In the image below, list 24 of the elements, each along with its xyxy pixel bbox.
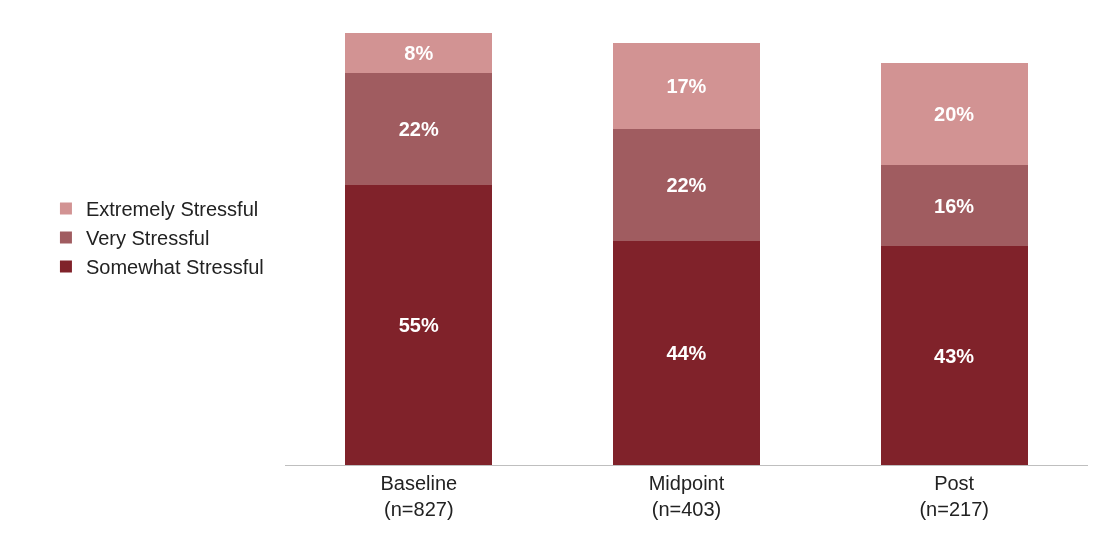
data-label: 16% bbox=[934, 194, 975, 217]
x-tick-label: Baseline (n=827) bbox=[380, 472, 458, 520]
data-label: 44% bbox=[666, 342, 707, 365]
legend-label: Extremely Stressful bbox=[85, 198, 259, 221]
x-tick-label: Midpoint (n=403) bbox=[648, 472, 725, 520]
data-label: 20% bbox=[934, 103, 975, 126]
data-label: 17% bbox=[666, 75, 707, 98]
x-tick-label: Post (n=217) bbox=[919, 472, 989, 520]
bar bbox=[880, 164, 1028, 247]
bar bbox=[345, 73, 493, 186]
bar bbox=[612, 241, 761, 465]
bar bbox=[880, 246, 1028, 465]
legend-label: Somewhat Stressful bbox=[85, 256, 264, 279]
bar bbox=[345, 32, 493, 74]
data-label: 43% bbox=[934, 344, 975, 367]
legend-label: Very Stressful bbox=[85, 227, 210, 250]
data-label: 22% bbox=[398, 118, 439, 141]
bar bbox=[612, 42, 761, 130]
data-label: 22% bbox=[666, 174, 707, 197]
bar bbox=[345, 185, 493, 465]
data-label: 55% bbox=[398, 314, 439, 337]
data-label: 8% bbox=[404, 42, 434, 65]
bar bbox=[880, 63, 1028, 165]
bar bbox=[612, 129, 761, 242]
